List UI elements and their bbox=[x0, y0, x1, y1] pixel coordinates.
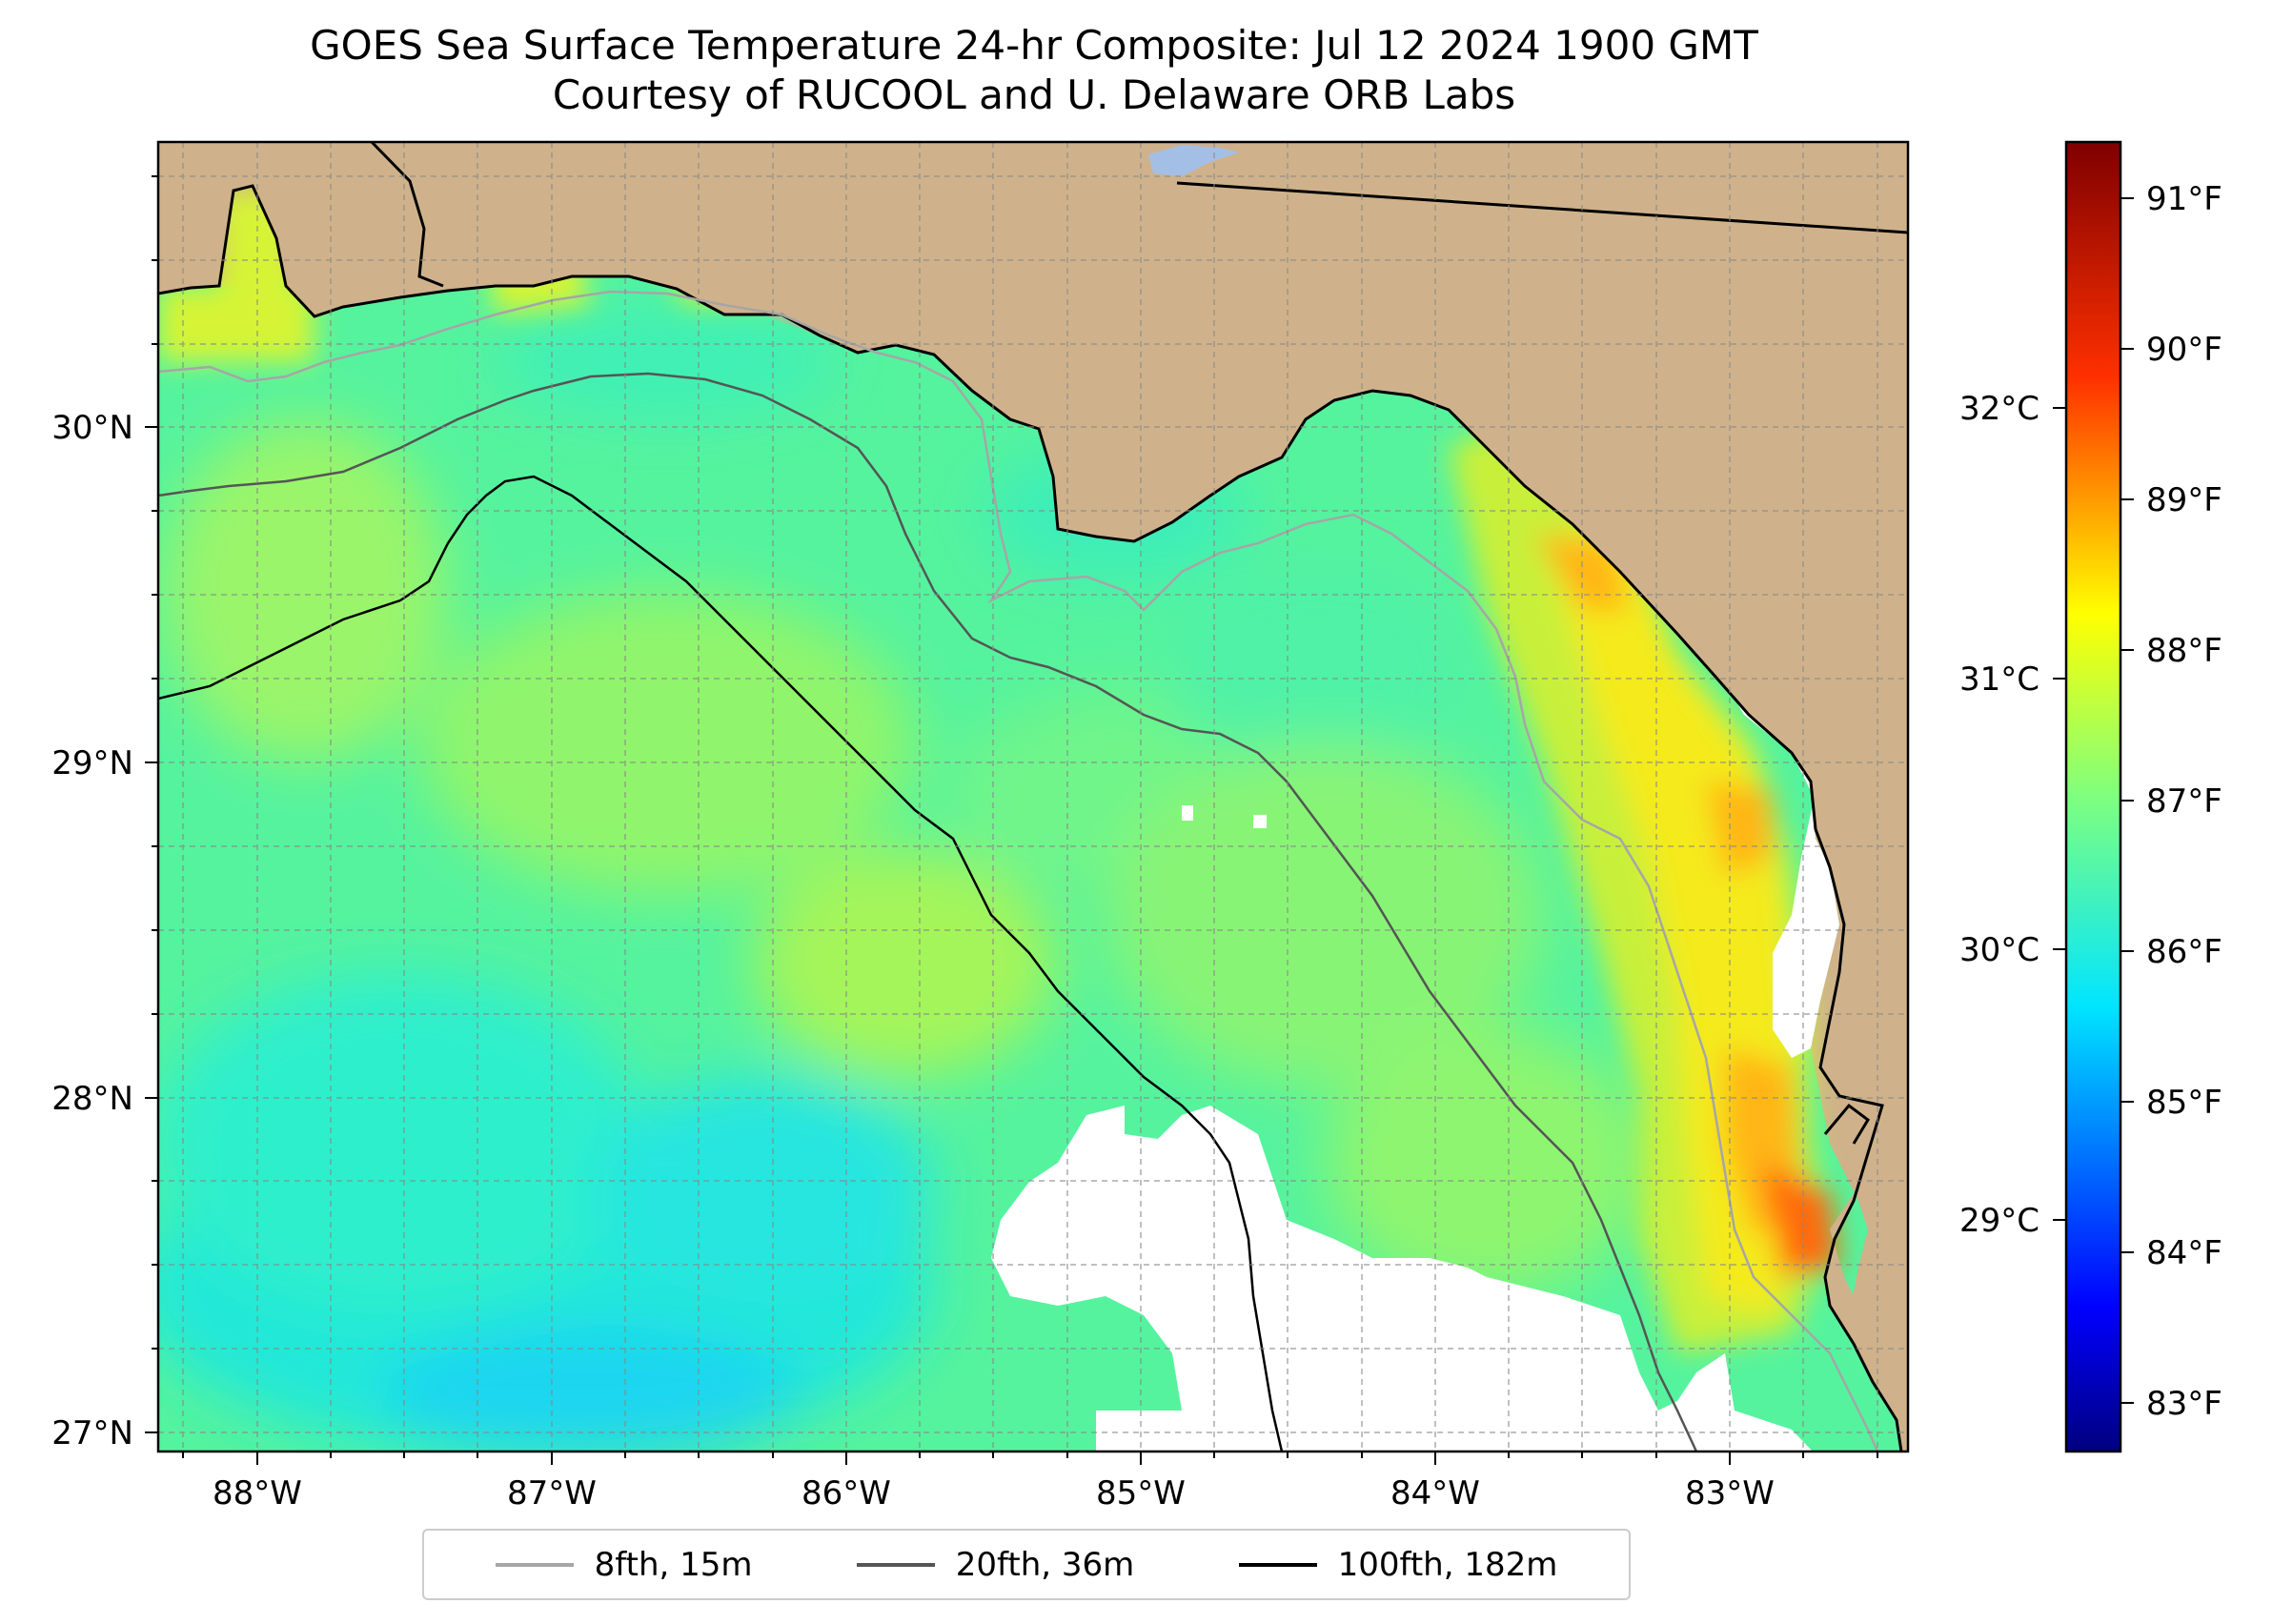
colorbar-c-label: 31°C bbox=[1959, 660, 2039, 699]
legend-item-20fth: 20fth, 36m bbox=[856, 1545, 1135, 1584]
colorbar-f-label: 89°F bbox=[2146, 481, 2222, 519]
sst-field bbox=[158, 305, 1649, 1451]
state-boundary bbox=[1176, 181, 1908, 234]
colorbar-c-label: 29°C bbox=[1959, 1202, 2039, 1240]
contour-legend: 8fth, 15m 20fth, 36m 100fth, 182m bbox=[422, 1529, 1631, 1600]
lon-tick-label: 85°W bbox=[1096, 1474, 1186, 1512]
colorbar-f-label: 83°F bbox=[2146, 1385, 2222, 1423]
plot-frame bbox=[156, 140, 1910, 1453]
coastline bbox=[158, 184, 1903, 1451]
colorbar-f-label: 90°F bbox=[2146, 331, 2222, 369]
land-north bbox=[158, 142, 1908, 1451]
colorbar-f-label: 91°F bbox=[2146, 180, 2222, 218]
colorbar-c-label: 30°C bbox=[1959, 931, 2039, 969]
lon-tick-label: 84°W bbox=[1390, 1474, 1480, 1512]
sst-warm-coast bbox=[1449, 400, 1839, 1353]
lake bbox=[1148, 145, 1239, 176]
colorbar bbox=[2064, 140, 2122, 1453]
title-line-1: GOES Sea Surface Temperature 24-hr Compo… bbox=[310, 22, 1758, 69]
legend-swatch bbox=[856, 1562, 935, 1567]
contour-100fth bbox=[158, 475, 1284, 1451]
contour-8fth bbox=[158, 290, 1879, 1451]
map-title: GOES Sea Surface Temperature 24-hr Compo… bbox=[0, 21, 2068, 120]
colorbar-f-ticks bbox=[2121, 197, 2134, 1404]
colorbar-f-label: 88°F bbox=[2146, 632, 2222, 670]
legend-swatch bbox=[1238, 1562, 1317, 1567]
lat-tick-label: 27°N bbox=[51, 1414, 133, 1452]
colorbar-c-label: 32°C bbox=[1959, 390, 2039, 428]
river bbox=[370, 142, 444, 288]
colorbar-f-label: 86°F bbox=[2146, 933, 2222, 971]
lon-tick-label: 86°W bbox=[802, 1474, 891, 1512]
no-data-area bbox=[991, 1106, 1813, 1451]
legend-swatch bbox=[495, 1562, 574, 1567]
colorbar-f-label: 85°F bbox=[2146, 1084, 2222, 1122]
legend-item-100fth: 100fth, 182m bbox=[1238, 1545, 1558, 1584]
lon-tick-label: 88°W bbox=[213, 1474, 302, 1512]
lon-tick-label: 87°W bbox=[507, 1474, 597, 1512]
legend-label: 100fth, 182m bbox=[1337, 1545, 1558, 1584]
legend-label: 8fth, 15m bbox=[594, 1545, 753, 1584]
title-line-2: Courtesy of RUCOOL and U. Delaware ORB L… bbox=[552, 71, 1516, 118]
axis-ticks bbox=[145, 175, 1878, 1465]
colorbar-c-ticks bbox=[2053, 407, 2066, 1221]
colorbar-f-label: 84°F bbox=[2146, 1234, 2222, 1272]
lat-tick-label: 30°N bbox=[51, 409, 133, 447]
legend-label: 20fth, 36m bbox=[955, 1545, 1135, 1584]
lat-tick-label: 29°N bbox=[51, 744, 133, 782]
colorbar-f-label: 87°F bbox=[2146, 782, 2222, 821]
lat-tick-label: 28°N bbox=[51, 1080, 133, 1118]
gridlines bbox=[158, 142, 1908, 1451]
lon-tick-label: 83°W bbox=[1685, 1474, 1775, 1512]
legend-item-8fth: 8fth, 15m bbox=[495, 1545, 753, 1584]
contour-20fth bbox=[158, 372, 1698, 1451]
plot-area bbox=[158, 142, 1908, 1451]
coastline-bay bbox=[1823, 1103, 1870, 1145]
